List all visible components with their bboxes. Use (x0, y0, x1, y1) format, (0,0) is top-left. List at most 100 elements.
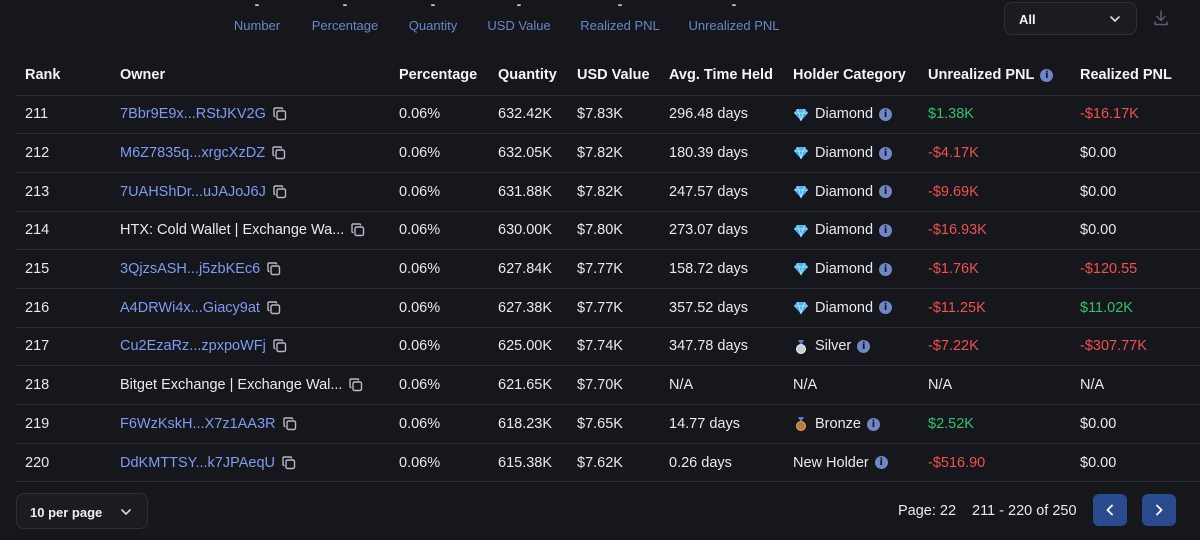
cell-unrealized-pnl: -$16.93K (919, 211, 1071, 251)
table-row[interactable]: 217 Cu2EzaRz...zpxpoWFj 0.06% 625.00K $7… (16, 327, 1200, 367)
holder-filter-select[interactable]: All (1004, 2, 1137, 35)
cell-usd-value: $7.82K (568, 133, 660, 173)
col-header-rank[interactable]: Rank (16, 56, 111, 96)
col-header-avg-time-held[interactable]: Avg. Time Held (660, 56, 784, 96)
owner-address-link[interactable]: F6WzKskH...X7z1AA3R (120, 415, 276, 432)
cell-avg-time-held: 273.07 days (660, 211, 784, 251)
info-icon[interactable]: i (857, 340, 871, 354)
copy-icon[interactable] (348, 377, 364, 393)
holder-category-label: Diamond (815, 145, 874, 162)
chevron-right-icon (1156, 504, 1163, 516)
owner-label: Bitget Exchange | Exchange Wal... (120, 377, 343, 394)
diamond-icon (793, 146, 809, 160)
silver-medal-icon (793, 339, 809, 354)
cell-usd-value: $7.65K (568, 404, 660, 444)
col-header-percentage[interactable]: Percentage (390, 56, 489, 96)
table-row[interactable]: 216 A4DRWi4x...Giacy9at 0.06% 627.38K $7… (16, 288, 1200, 328)
cell-owner: 3QjzsASH...j5zbKEc6 (111, 249, 390, 289)
cell-owner: Cu2EzaRz...zpxpoWFj (111, 327, 390, 367)
cell-holder-category: Diamond i (784, 133, 919, 173)
owner-address-link[interactable]: DdKMTTSY...k7JPAeqU (120, 454, 275, 471)
stat-realized-pnl: - Realized PNL (579, 0, 661, 33)
info-icon[interactable]: i (866, 417, 880, 431)
info-icon[interactable]: i (879, 146, 893, 160)
cell-realized-pnl: $0.00 (1071, 404, 1200, 444)
table-row[interactable]: 219 F6WzKskH...X7z1AA3R 0.06% 618.23K $7… (16, 404, 1200, 444)
col-header-realized-pnl[interactable]: Realized PNL (1071, 56, 1200, 96)
info-icon[interactable]: i (1040, 68, 1054, 82)
previous-page-button[interactable] (1093, 494, 1127, 526)
owner-address-link[interactable]: 7UAHShDr...uJAJoJ6J (120, 183, 266, 200)
cell-percentage: 0.06% (390, 443, 489, 483)
col-header-quantity[interactable]: Quantity (489, 56, 568, 96)
table-row[interactable]: 220 DdKMTTSY...k7JPAeqU 0.06% 615.38K $7… (16, 443, 1200, 483)
table-row[interactable]: 211 7Bbr9E9x...RStJKV2G 0.06% 632.42K $7… (16, 95, 1200, 135)
cell-quantity: 627.84K (489, 249, 568, 289)
diamond-icon (793, 262, 809, 276)
table-row[interactable]: 215 3QjzsASH...j5zbKEc6 0.06% 627.84K $7… (16, 249, 1200, 289)
col-header-holder-category[interactable]: Holder Category (784, 56, 919, 96)
cell-usd-value: $7.83K (568, 95, 660, 135)
stat-label: Realized PNL (580, 18, 660, 33)
info-icon[interactable]: i (879, 224, 893, 238)
cell-owner: DdKMTTSY...k7JPAeqU (111, 443, 390, 483)
info-icon[interactable]: i (879, 262, 893, 276)
col-header-owner[interactable]: Owner (111, 56, 390, 96)
copy-icon[interactable] (272, 106, 288, 122)
info-icon[interactable]: i (879, 185, 893, 199)
chevron-left-icon (1106, 504, 1113, 516)
table-row[interactable]: 213 7UAHShDr...uJAJoJ6J 0.06% 631.88K $7… (16, 172, 1200, 212)
cell-rank: 212 (16, 133, 111, 173)
holders-table: Rank Owner Percentage Quantity USD Value… (16, 56, 1200, 483)
info-icon[interactable]: i (879, 108, 893, 122)
cell-percentage: 0.06% (390, 211, 489, 251)
cell-percentage: 0.06% (390, 404, 489, 444)
owner-address-link[interactable]: 3QjzsASH...j5zbKEc6 (120, 261, 261, 278)
copy-icon[interactable] (282, 416, 298, 432)
copy-icon[interactable] (266, 261, 282, 277)
info-icon[interactable]: i (874, 456, 888, 470)
table-row[interactable]: 212 M6Z7835q...xrgcXzDZ 0.06% 632.05K $7… (16, 133, 1200, 173)
diamond-icon (793, 301, 809, 315)
copy-icon[interactable] (272, 338, 288, 354)
cell-usd-value: $7.77K (568, 249, 660, 289)
cell-percentage: 0.06% (390, 365, 489, 405)
cell-rank: 217 (16, 327, 111, 367)
table-row[interactable]: 218 Bitget Exchange | Exchange Wal... 0.… (16, 365, 1200, 405)
cell-avg-time-held: 14.77 days (660, 404, 784, 444)
cell-avg-time-held: 347.78 days (660, 327, 784, 367)
cell-usd-value: $7.82K (568, 172, 660, 212)
copy-icon[interactable] (266, 300, 282, 316)
cell-percentage: 0.06% (390, 172, 489, 212)
per-page-select[interactable]: 10 per page (16, 493, 148, 529)
holder-category-label: Silver (815, 338, 852, 355)
cell-usd-value: $7.70K (568, 365, 660, 405)
col-header-unrealized-pnl[interactable]: Unrealized PNL i (919, 56, 1071, 96)
cell-owner: 7Bbr9E9x...RStJKV2G (111, 95, 390, 135)
cell-owner: A4DRWi4x...Giacy9at (111, 288, 390, 328)
info-icon[interactable]: i (879, 301, 893, 315)
cell-percentage: 0.06% (390, 288, 489, 328)
cell-quantity: 632.05K (489, 133, 568, 173)
cell-avg-time-held: 180.39 days (660, 133, 784, 173)
table-header-row: Rank Owner Percentage Quantity USD Value… (16, 56, 1200, 96)
stat-number: - Number (233, 0, 281, 33)
copy-icon[interactable] (281, 455, 297, 471)
owner-address-link[interactable]: 7Bbr9E9x...RStJKV2G (120, 106, 266, 123)
download-icon[interactable] (1152, 9, 1170, 27)
col-header-label: Unrealized PNL (928, 67, 1035, 84)
owner-address-link[interactable]: Cu2EzaRz...zpxpoWFj (120, 338, 266, 355)
cell-usd-value: $7.77K (568, 288, 660, 328)
holder-category-label: Diamond (815, 183, 874, 200)
copy-icon[interactable] (272, 184, 288, 200)
next-page-button[interactable] (1142, 494, 1176, 526)
copy-icon[interactable] (350, 222, 366, 238)
holder-category-label: Diamond (815, 261, 874, 278)
col-header-usd-value[interactable]: USD Value (568, 56, 660, 96)
cell-realized-pnl: N/A (1071, 365, 1200, 405)
copy-icon[interactable] (271, 145, 287, 161)
table-row[interactable]: 214 HTX: Cold Wallet | Exchange Wa... 0.… (16, 211, 1200, 251)
owner-address-link[interactable]: M6Z7835q...xrgcXzDZ (120, 145, 266, 162)
cell-realized-pnl: -$120.55 (1071, 249, 1200, 289)
owner-address-link[interactable]: A4DRWi4x...Giacy9at (120, 299, 260, 316)
